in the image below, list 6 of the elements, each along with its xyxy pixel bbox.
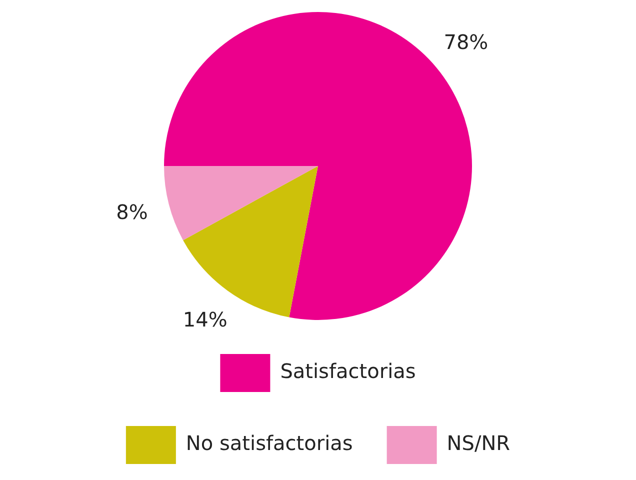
legend-label: NS/NR [446, 431, 510, 456]
legend-label: No satisfactorias [186, 431, 353, 456]
data-label: 8% [116, 200, 148, 224]
data-label: 14% [182, 308, 228, 332]
data-label: 78% [444, 30, 488, 54]
legend-label: Satisfactorias [280, 359, 416, 384]
